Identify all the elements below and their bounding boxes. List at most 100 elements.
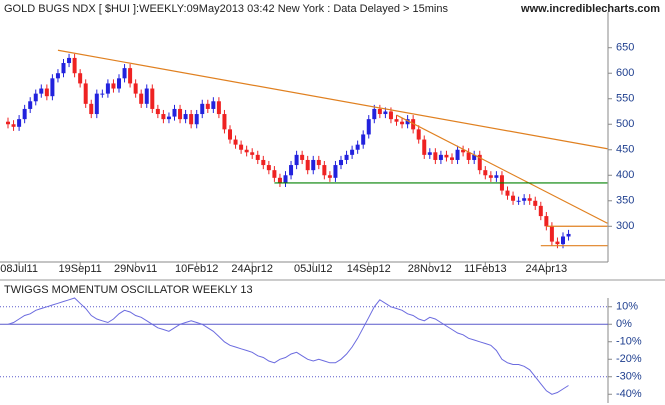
y-tick-label: 600 bbox=[616, 67, 634, 79]
y-tick-label: -10% bbox=[616, 336, 642, 348]
candle-body bbox=[239, 144, 244, 150]
candle-body bbox=[311, 159, 316, 171]
candle-body bbox=[555, 241, 560, 245]
candle-body bbox=[283, 175, 288, 183]
y-tick-label: -30% bbox=[616, 371, 642, 383]
y-tick-label: 350 bbox=[616, 195, 634, 207]
x-tick-label: 24Apr13 bbox=[526, 263, 568, 275]
y-tick-label: 450 bbox=[616, 144, 634, 156]
candle-body bbox=[117, 78, 121, 89]
y-tick-label: 0% bbox=[616, 318, 632, 330]
candle-body bbox=[205, 103, 210, 109]
y-tick-label: 500 bbox=[616, 118, 634, 130]
candle-body bbox=[155, 108, 160, 115]
candle-body bbox=[172, 108, 177, 117]
candle-body bbox=[511, 195, 516, 201]
candle-body bbox=[488, 175, 493, 178]
candle-body bbox=[455, 149, 460, 160]
candle-body bbox=[133, 83, 138, 94]
candle-body bbox=[78, 73, 83, 84]
candle-body bbox=[538, 205, 543, 217]
candle-body bbox=[67, 57, 72, 64]
candle-body bbox=[339, 159, 343, 166]
candle-body bbox=[44, 88, 49, 97]
candle-body bbox=[416, 129, 421, 140]
candle-body bbox=[516, 200, 521, 202]
candle-body bbox=[344, 154, 349, 160]
candle-body bbox=[277, 177, 282, 183]
candle-body bbox=[333, 165, 338, 178]
candle-body bbox=[561, 236, 565, 245]
candle-body bbox=[544, 216, 549, 227]
candle-body bbox=[111, 83, 116, 89]
candle-body bbox=[150, 88, 155, 109]
candle-body bbox=[83, 83, 88, 104]
candle-body bbox=[444, 154, 449, 158]
candle-body bbox=[405, 119, 410, 125]
candle-body bbox=[472, 154, 477, 160]
candle-body bbox=[222, 114, 227, 130]
candle-body bbox=[216, 101, 221, 115]
x-tick-label: 11Feb13 bbox=[464, 263, 507, 275]
candle-body bbox=[466, 152, 471, 160]
candle-body bbox=[139, 93, 144, 104]
y-tick-label: 400 bbox=[616, 169, 634, 181]
candle-body bbox=[266, 165, 271, 171]
oscillator-title: TWIGGS MOMENTUM OSCILLATOR WEEKLY 13 bbox=[4, 284, 253, 296]
candle-body bbox=[22, 108, 27, 120]
trendline bbox=[57, 49, 608, 150]
candle-body bbox=[17, 119, 22, 127]
candle-body bbox=[494, 175, 499, 178]
y-tick-label: 300 bbox=[616, 220, 634, 232]
candle-body bbox=[366, 119, 371, 135]
y-tick-label: 550 bbox=[616, 93, 634, 105]
candle-body bbox=[483, 170, 488, 176]
candle-body bbox=[178, 108, 183, 120]
candle-body bbox=[438, 154, 443, 160]
x-tick-label: 24Apr12 bbox=[231, 263, 273, 275]
trendline bbox=[396, 114, 608, 224]
candle-body bbox=[72, 57, 77, 74]
candle-body bbox=[450, 157, 454, 160]
candle-body bbox=[122, 68, 127, 79]
x-tick-label: 19Sep11 bbox=[59, 263, 102, 275]
candle-body bbox=[505, 190, 510, 196]
candle-body bbox=[422, 139, 427, 155]
candle-body bbox=[94, 93, 99, 115]
candle-body bbox=[128, 68, 133, 84]
candle-body bbox=[316, 159, 321, 166]
candle-body bbox=[388, 111, 393, 120]
candle-body bbox=[50, 78, 55, 97]
candle-body bbox=[566, 233, 571, 237]
candle-body bbox=[33, 93, 38, 102]
chart-title: GOLD BUGS NDX [ $HUI ]:WEEKLY:09May2013 … bbox=[4, 3, 448, 15]
candle-body bbox=[533, 200, 538, 206]
candle-body bbox=[300, 154, 305, 160]
candle-body bbox=[244, 149, 249, 153]
x-tick-label: 14Sep12 bbox=[347, 263, 391, 275]
candle-body bbox=[189, 114, 194, 125]
candle-body bbox=[39, 88, 44, 94]
candle-body bbox=[522, 198, 527, 201]
candle-body bbox=[461, 149, 466, 153]
source[interactable]: www.incrediblecharts.com bbox=[520, 3, 660, 15]
y-tick-label: -40% bbox=[616, 388, 642, 400]
candle-body bbox=[400, 121, 405, 125]
x-tick-label: 10Feb12 bbox=[175, 263, 218, 275]
candle-body bbox=[427, 152, 432, 155]
oscillator-line bbox=[7, 297, 569, 395]
candle-body bbox=[527, 198, 532, 201]
x-tick-label: 05Jul12 bbox=[294, 263, 333, 275]
candle-body bbox=[200, 103, 205, 115]
candle-body bbox=[549, 226, 554, 242]
y-tick-label: 650 bbox=[616, 42, 634, 54]
candle-body bbox=[383, 111, 388, 115]
x-tick-label: 08Jul11 bbox=[0, 263, 38, 275]
candle-body bbox=[11, 124, 16, 127]
candle-body bbox=[477, 154, 482, 171]
candle-body bbox=[355, 144, 360, 150]
candle-body bbox=[305, 159, 310, 171]
candle-body bbox=[166, 116, 171, 120]
